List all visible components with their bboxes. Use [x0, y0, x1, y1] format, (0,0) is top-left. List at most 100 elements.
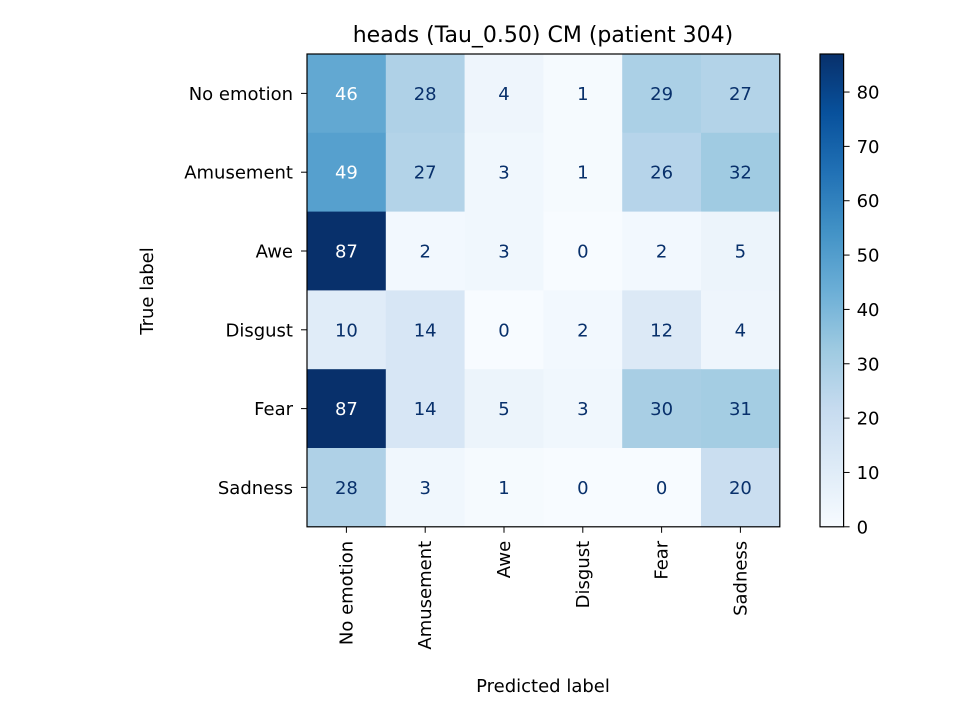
x-tick-labels: No emotion Amusement Awe Disgust Fear Sadness — [336, 526, 751, 650]
x-tick-label: Awe — [494, 541, 515, 578]
y-tick-label: Disgust — [225, 320, 293, 341]
matrix-cell — [622, 54, 702, 134]
cell-value-label: 2 — [656, 242, 667, 263]
matrix-cell — [464, 448, 544, 528]
matrix-cell — [622, 290, 702, 370]
cell-value-label: 20 — [729, 478, 752, 499]
cell-value-label: 3 — [577, 399, 588, 420]
matrix-cell — [701, 211, 781, 291]
matrix-cell — [543, 369, 623, 449]
cell-value-label: 28 — [414, 84, 437, 105]
colorbar-tick-label: 10 — [857, 463, 880, 484]
colorbar-gradient — [819, 53, 845, 528]
cell-value-label: 12 — [650, 320, 673, 341]
colorbar-tick-label: 0 — [857, 517, 868, 538]
matrix-cell — [622, 369, 702, 449]
colorbar-tick-label: 50 — [857, 246, 880, 267]
cell-value-label: 27 — [414, 163, 437, 184]
cell-value-label: 14 — [414, 399, 437, 420]
matrix-cell — [622, 448, 702, 528]
colorbar-tick-label: 60 — [857, 191, 880, 212]
matrix-cell — [543, 132, 623, 213]
matrix-cell — [307, 290, 387, 370]
matrix-cell — [464, 211, 544, 291]
matrix-cell — [543, 54, 623, 134]
matrix-cell — [307, 448, 387, 528]
cell-value-label: 87 — [335, 399, 358, 420]
cell-value-label: 0 — [656, 478, 667, 499]
matrix-cell — [385, 369, 466, 449]
cell-value-label: 26 — [650, 163, 673, 184]
cell-value-label: 1 — [498, 478, 509, 499]
colorbar-tick-label: 40 — [857, 300, 880, 321]
matrix-cell — [701, 290, 781, 370]
cell-value-label: 3 — [498, 242, 509, 263]
colorbar: 0 10 20 30 40 50 60 70 80 — [819, 53, 880, 538]
x-tick-label: Sadness — [730, 541, 751, 616]
y-tick-label: Awe — [256, 242, 293, 263]
cell-value-label: 87 — [335, 242, 358, 263]
matrix-cell — [464, 54, 544, 134]
cell-value-label: 31 — [729, 399, 752, 420]
cell-value-label: 3 — [419, 478, 430, 499]
cell-value-label: 49 — [335, 163, 358, 184]
cell-value-label: 1 — [577, 163, 588, 184]
cell-value-label: 1 — [577, 84, 588, 105]
matrix-cell — [622, 132, 702, 213]
matrix-cell — [307, 211, 387, 291]
cell-value-label: 28 — [335, 478, 358, 499]
x-tick-label: Amusement — [415, 541, 436, 650]
x-tick-label: No emotion — [336, 541, 357, 645]
x-tick-label: Fear — [652, 540, 673, 579]
matrix-cell — [701, 54, 781, 134]
matrix-cell — [385, 448, 466, 528]
matrix-cell — [385, 132, 466, 213]
cell-value-label: 5 — [498, 399, 509, 420]
x-tick-label: Disgust — [573, 541, 594, 609]
y-tick-label: No emotion — [189, 84, 293, 105]
matrix-cell — [307, 54, 387, 134]
cell-value-label: 4 — [735, 320, 746, 341]
cell-value-label: 30 — [650, 399, 673, 420]
cell-value-label: 0 — [498, 320, 509, 341]
cell-value-label: 3 — [498, 163, 509, 184]
matrix-cell — [385, 290, 466, 370]
matrix-cell — [307, 369, 387, 449]
y-tick-label: Fear — [254, 399, 293, 420]
y-tick-label: Amusement — [184, 163, 293, 184]
cell-value-label: 0 — [577, 478, 588, 499]
cell-value-label: 29 — [650, 84, 673, 105]
cell-value-label: 32 — [729, 163, 752, 184]
colorbar-tick-label: 80 — [857, 83, 880, 104]
cell-value-label: 2 — [419, 242, 430, 263]
y-tick-labels: No emotion Amusement Awe Disgust Fear Sadness — [184, 84, 307, 499]
cell-value-label: 4 — [498, 84, 509, 105]
x-axis-label: Predicted label — [476, 676, 610, 697]
matrix-cell — [464, 369, 544, 449]
plot-frame — [306, 53, 781, 528]
colorbar-tick-label: 30 — [857, 354, 880, 375]
matrix-cell — [464, 132, 544, 213]
y-tick-label: Sadness — [218, 478, 293, 499]
colorbar-tick-label: 20 — [857, 409, 880, 430]
matrix-cell — [701, 448, 781, 528]
colorbar-tick-label: 70 — [857, 137, 880, 158]
matrix-cell — [543, 290, 623, 370]
chart-title: heads (Tau_0.50) CM (patient 304) — [353, 23, 734, 48]
matrix-cell — [543, 211, 623, 291]
matrix-cell — [464, 290, 544, 370]
matrix-cell — [701, 369, 781, 449]
matrix-cell — [701, 132, 781, 213]
cell-value-label: 0 — [577, 242, 588, 263]
matrix-cell — [385, 54, 466, 134]
cell-value-label: 46 — [335, 84, 358, 105]
cell-value-label: 10 — [335, 320, 358, 341]
matrix-cell — [307, 132, 387, 213]
matrix-cell — [385, 211, 466, 291]
cell-value-label: 14 — [414, 320, 437, 341]
cell-value-label: 27 — [729, 84, 752, 105]
cell-value-label: 2 — [577, 320, 588, 341]
cell-value-label: 5 — [735, 242, 746, 263]
